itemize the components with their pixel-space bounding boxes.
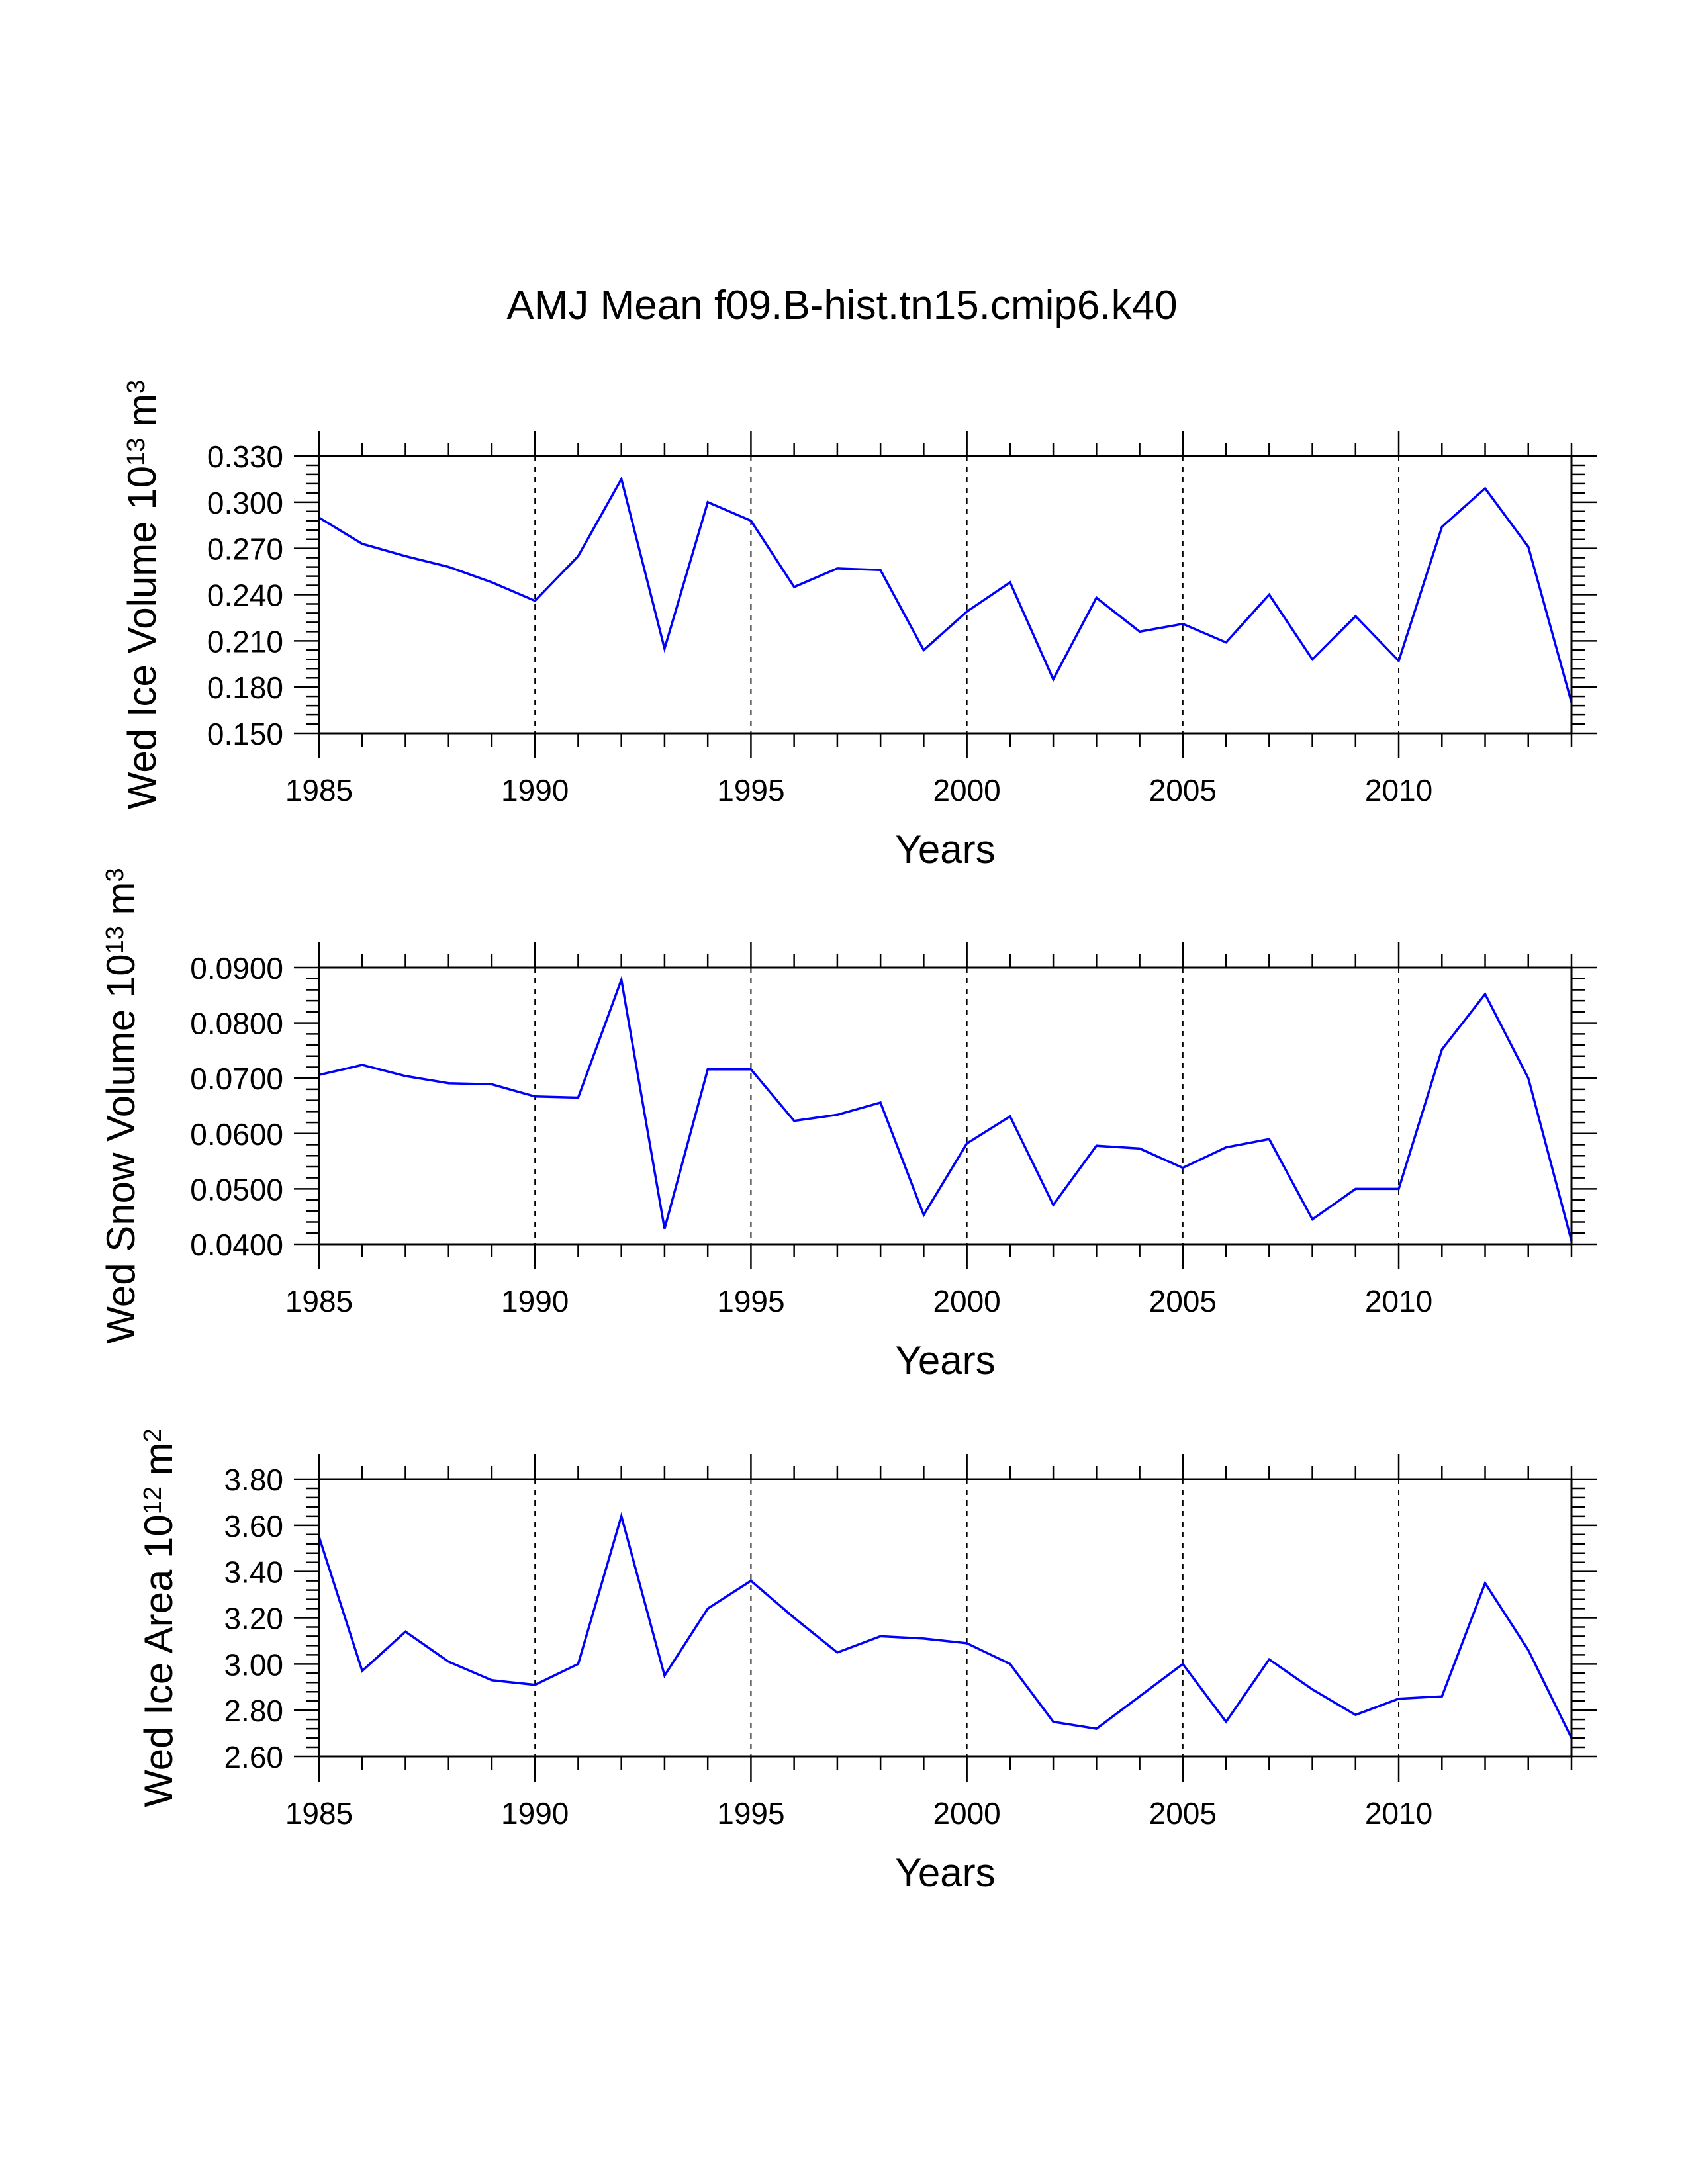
y-axis-title-part: Wed Ice Area 10 xyxy=(136,1514,181,1807)
panel-snow-volume: 1985 1990 1995 2000 2005 2010 0.0400 0.0500 0.06… xyxy=(99,868,1597,1383)
y-axis-title-superscript: 3 xyxy=(101,868,129,882)
y-tick-label: 0.0700 xyxy=(190,1062,283,1096)
y-tick-label: 3.40 xyxy=(224,1555,283,1590)
x-tick-label: 1985 xyxy=(285,1284,353,1318)
x-tick-label: 2010 xyxy=(1365,773,1432,807)
y-axis-title: Wed Ice Volume 1013 m3 xyxy=(120,380,164,809)
plot-frame xyxy=(318,1478,1573,1758)
y-axis-title-superscript: 3 xyxy=(122,380,150,394)
plot-frame xyxy=(318,455,1573,735)
x-tick-label: 1990 xyxy=(501,1284,569,1318)
x-axis-title: Years xyxy=(895,827,995,872)
y-axis-title-part: Wed Snow Volume 10 xyxy=(99,954,143,1343)
y-tick-label: 0.0900 xyxy=(190,951,283,985)
data-line xyxy=(318,476,1573,703)
x-tick-label: 1990 xyxy=(501,773,569,807)
y-tick-label: 0.0600 xyxy=(190,1117,283,1152)
x-tick-label: 2000 xyxy=(933,1796,1000,1831)
x-tick-label: 1990 xyxy=(501,1796,569,1831)
x-tick-label: 1985 xyxy=(285,773,353,807)
y-tick-label: 3.80 xyxy=(224,1463,283,1497)
y-tick-label: 0.300 xyxy=(207,486,283,520)
y-tick-label: 0.150 xyxy=(207,717,283,751)
chart-title: AMJ Mean f09.B-hist.tn15.cmip6.k40 xyxy=(506,283,1177,328)
y-tick-label: 3.60 xyxy=(224,1509,283,1543)
x-tick-label: 2010 xyxy=(1365,1796,1432,1831)
x-tick-label: 2005 xyxy=(1149,1796,1217,1831)
x-tick-label: 1995 xyxy=(717,773,784,807)
x-tick-label: 1995 xyxy=(717,1796,784,1831)
y-tick-label: 0.270 xyxy=(207,532,283,567)
y-tick-label: 3.20 xyxy=(224,1602,283,1636)
y-axis-title-superscript: 12 xyxy=(139,1486,167,1514)
y-axis-title-superscript: 2 xyxy=(139,1428,167,1442)
x-tick-label: 2010 xyxy=(1365,1284,1432,1318)
y-tick-label: 0.180 xyxy=(207,670,283,705)
y-axis-title: Wed Snow Volume 1013 m3 xyxy=(99,868,143,1343)
y-tick-label: 0.0500 xyxy=(190,1172,283,1206)
x-tick-label: 2005 xyxy=(1149,1284,1217,1318)
data-line xyxy=(318,1512,1573,1739)
x-axis-title: Years xyxy=(895,1338,995,1383)
y-axis-title-superscript: 13 xyxy=(101,926,129,954)
x-tick-label: 2005 xyxy=(1149,773,1217,807)
x-axis-title: Years xyxy=(895,1850,995,1895)
x-tick-label: 1985 xyxy=(285,1796,353,1831)
data-line xyxy=(318,975,1573,1242)
panel-ice-area: 1985 1990 1995 2000 2005 2010 2.60 2.80 3.00 3.20… xyxy=(136,1428,1597,1895)
y-axis-title-superscript: 13 xyxy=(122,438,150,466)
y-tick-label: 2.80 xyxy=(224,1694,283,1728)
y-tick-label: 2.60 xyxy=(224,1740,283,1774)
y-axis-title: Wed Ice Area 1012 m2 xyxy=(136,1428,181,1807)
y-axis-title-part: m xyxy=(99,882,143,926)
y-axis-title-part: m xyxy=(120,394,164,438)
y-tick-label: 0.210 xyxy=(207,624,283,659)
y-axis-title-part: Wed Ice Volume 10 xyxy=(120,466,164,809)
plot-frame xyxy=(318,966,1573,1246)
x-tick-label: 2000 xyxy=(933,773,1000,807)
y-tick-label: 0.0800 xyxy=(190,1007,283,1041)
y-tick-label: 0.0400 xyxy=(190,1228,283,1262)
x-tick-label: 2000 xyxy=(933,1284,1000,1318)
y-axis-title-part: m xyxy=(136,1442,181,1486)
panel-ice-volume: 1985 1990 1995 2000 2005 2010 0.150 0.180 0.210 0… xyxy=(120,380,1597,872)
y-tick-label: 0.330 xyxy=(207,439,283,474)
y-tick-label: 3.00 xyxy=(224,1647,283,1682)
x-tick-label: 1995 xyxy=(717,1284,784,1318)
y-tick-label: 0.240 xyxy=(207,578,283,613)
